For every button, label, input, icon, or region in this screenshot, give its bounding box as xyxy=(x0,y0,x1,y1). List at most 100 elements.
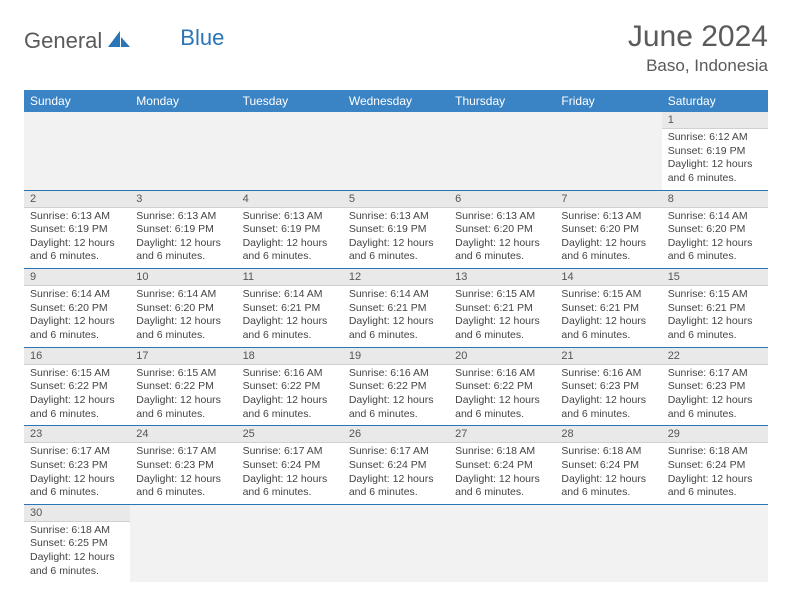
calendar-cell xyxy=(343,112,449,190)
calendar-cell: 14Sunrise: 6:15 AMSunset: 6:21 PMDayligh… xyxy=(555,269,661,348)
sunset-text: Sunset: 6:20 PM xyxy=(561,223,655,237)
sunset-text: Sunset: 6:22 PM xyxy=(243,380,337,394)
calendar-cell: 29Sunrise: 6:18 AMSunset: 6:24 PMDayligh… xyxy=(662,426,768,505)
calendar-cell: 16Sunrise: 6:15 AMSunset: 6:22 PMDayligh… xyxy=(24,347,130,426)
daylight-text: Daylight: 12 hours and 6 minutes. xyxy=(30,473,124,500)
weekday-header: Monday xyxy=(130,90,236,112)
daylight-text: Daylight: 12 hours and 6 minutes. xyxy=(455,394,549,421)
sunrise-text: Sunrise: 6:18 AM xyxy=(455,445,549,459)
sunset-text: Sunset: 6:24 PM xyxy=(561,459,655,473)
calendar-cell xyxy=(130,112,236,190)
sunset-text: Sunset: 6:23 PM xyxy=(30,459,124,473)
day-number: 17 xyxy=(130,348,236,365)
calendar-cell xyxy=(449,112,555,190)
sunset-text: Sunset: 6:19 PM xyxy=(243,223,337,237)
sunrise-text: Sunrise: 6:14 AM xyxy=(243,288,337,302)
calendar-table: SundayMondayTuesdayWednesdayThursdayFrid… xyxy=(24,90,768,582)
sunrise-text: Sunrise: 6:17 AM xyxy=(30,445,124,459)
day-body: Sunrise: 6:13 AMSunset: 6:19 PMDaylight:… xyxy=(130,208,236,269)
sunset-text: Sunset: 6:21 PM xyxy=(561,302,655,316)
day-body: Sunrise: 6:18 AMSunset: 6:24 PMDaylight:… xyxy=(662,443,768,504)
daylight-text: Daylight: 12 hours and 6 minutes. xyxy=(30,237,124,264)
day-number: 1 xyxy=(662,112,768,129)
day-number: 2 xyxy=(24,191,130,208)
day-body: Sunrise: 6:16 AMSunset: 6:22 PMDaylight:… xyxy=(449,365,555,426)
sunrise-text: Sunrise: 6:12 AM xyxy=(668,131,762,145)
day-number: 8 xyxy=(662,191,768,208)
calendar-cell xyxy=(555,504,661,582)
sunset-text: Sunset: 6:19 PM xyxy=(349,223,443,237)
day-number: 10 xyxy=(130,269,236,286)
sunrise-text: Sunrise: 6:14 AM xyxy=(30,288,124,302)
weekday-header: Thursday xyxy=(449,90,555,112)
daylight-text: Daylight: 12 hours and 6 minutes. xyxy=(349,315,443,342)
sunrise-text: Sunrise: 6:13 AM xyxy=(30,210,124,224)
day-body: Sunrise: 6:17 AMSunset: 6:23 PMDaylight:… xyxy=(130,443,236,504)
sunrise-text: Sunrise: 6:17 AM xyxy=(668,367,762,381)
day-number: 24 xyxy=(130,426,236,443)
sunrise-text: Sunrise: 6:13 AM xyxy=(561,210,655,224)
day-body: Sunrise: 6:13 AMSunset: 6:19 PMDaylight:… xyxy=(343,208,449,269)
day-number: 4 xyxy=(237,191,343,208)
day-body: Sunrise: 6:17 AMSunset: 6:24 PMDaylight:… xyxy=(237,443,343,504)
daylight-text: Daylight: 12 hours and 6 minutes. xyxy=(561,315,655,342)
calendar-cell: 20Sunrise: 6:16 AMSunset: 6:22 PMDayligh… xyxy=(449,347,555,426)
calendar-cell: 23Sunrise: 6:17 AMSunset: 6:23 PMDayligh… xyxy=(24,426,130,505)
sunset-text: Sunset: 6:19 PM xyxy=(668,145,762,159)
logo-sail-icon xyxy=(106,29,132,54)
sunrise-text: Sunrise: 6:13 AM xyxy=(243,210,337,224)
daylight-text: Daylight: 12 hours and 6 minutes. xyxy=(243,237,337,264)
day-body: Sunrise: 6:14 AMSunset: 6:21 PMDaylight:… xyxy=(237,286,343,347)
day-body: Sunrise: 6:14 AMSunset: 6:20 PMDaylight:… xyxy=(662,208,768,269)
sunset-text: Sunset: 6:24 PM xyxy=(243,459,337,473)
sunrise-text: Sunrise: 6:15 AM xyxy=(136,367,230,381)
calendar-cell: 24Sunrise: 6:17 AMSunset: 6:23 PMDayligh… xyxy=(130,426,236,505)
day-number: 13 xyxy=(449,269,555,286)
day-body: Sunrise: 6:12 AMSunset: 6:19 PMDaylight:… xyxy=(662,129,768,190)
daylight-text: Daylight: 12 hours and 6 minutes. xyxy=(668,237,762,264)
sunset-text: Sunset: 6:19 PM xyxy=(30,223,124,237)
sunset-text: Sunset: 6:24 PM xyxy=(668,459,762,473)
day-number: 26 xyxy=(343,426,449,443)
calendar-head: SundayMondayTuesdayWednesdayThursdayFrid… xyxy=(24,90,768,112)
sunrise-text: Sunrise: 6:17 AM xyxy=(349,445,443,459)
calendar-cell: 2Sunrise: 6:13 AMSunset: 6:19 PMDaylight… xyxy=(24,190,130,269)
daylight-text: Daylight: 12 hours and 6 minutes. xyxy=(243,394,337,421)
calendar-body: 1Sunrise: 6:12 AMSunset: 6:19 PMDaylight… xyxy=(24,112,768,582)
calendar-cell xyxy=(237,504,343,582)
day-number: 21 xyxy=(555,348,661,365)
calendar-cell xyxy=(24,112,130,190)
day-number: 19 xyxy=(343,348,449,365)
day-body: Sunrise: 6:14 AMSunset: 6:20 PMDaylight:… xyxy=(24,286,130,347)
daylight-text: Daylight: 12 hours and 6 minutes. xyxy=(136,237,230,264)
sunset-text: Sunset: 6:22 PM xyxy=(349,380,443,394)
daylight-text: Daylight: 12 hours and 6 minutes. xyxy=(668,394,762,421)
logo-text-general: General xyxy=(24,28,102,54)
sunset-text: Sunset: 6:23 PM xyxy=(136,459,230,473)
sunset-text: Sunset: 6:20 PM xyxy=(30,302,124,316)
sunrise-text: Sunrise: 6:15 AM xyxy=(30,367,124,381)
day-number: 20 xyxy=(449,348,555,365)
day-number: 12 xyxy=(343,269,449,286)
sunset-text: Sunset: 6:24 PM xyxy=(455,459,549,473)
daylight-text: Daylight: 12 hours and 6 minutes. xyxy=(668,158,762,185)
calendar-cell: 9Sunrise: 6:14 AMSunset: 6:20 PMDaylight… xyxy=(24,269,130,348)
sunset-text: Sunset: 6:22 PM xyxy=(136,380,230,394)
weekday-header: Tuesday xyxy=(237,90,343,112)
calendar-cell xyxy=(237,112,343,190)
daylight-text: Daylight: 12 hours and 6 minutes. xyxy=(561,473,655,500)
day-number: 15 xyxy=(662,269,768,286)
sunset-text: Sunset: 6:22 PM xyxy=(30,380,124,394)
daylight-text: Daylight: 12 hours and 6 minutes. xyxy=(30,394,124,421)
day-number: 7 xyxy=(555,191,661,208)
sunrise-text: Sunrise: 6:16 AM xyxy=(349,367,443,381)
calendar-cell: 7Sunrise: 6:13 AMSunset: 6:20 PMDaylight… xyxy=(555,190,661,269)
day-number: 28 xyxy=(555,426,661,443)
day-body: Sunrise: 6:14 AMSunset: 6:20 PMDaylight:… xyxy=(130,286,236,347)
day-body: Sunrise: 6:18 AMSunset: 6:24 PMDaylight:… xyxy=(555,443,661,504)
calendar-cell: 5Sunrise: 6:13 AMSunset: 6:19 PMDaylight… xyxy=(343,190,449,269)
day-body: Sunrise: 6:13 AMSunset: 6:19 PMDaylight:… xyxy=(24,208,130,269)
logo-text-blue: Blue xyxy=(180,25,224,51)
day-body: Sunrise: 6:15 AMSunset: 6:21 PMDaylight:… xyxy=(555,286,661,347)
day-number: 25 xyxy=(237,426,343,443)
